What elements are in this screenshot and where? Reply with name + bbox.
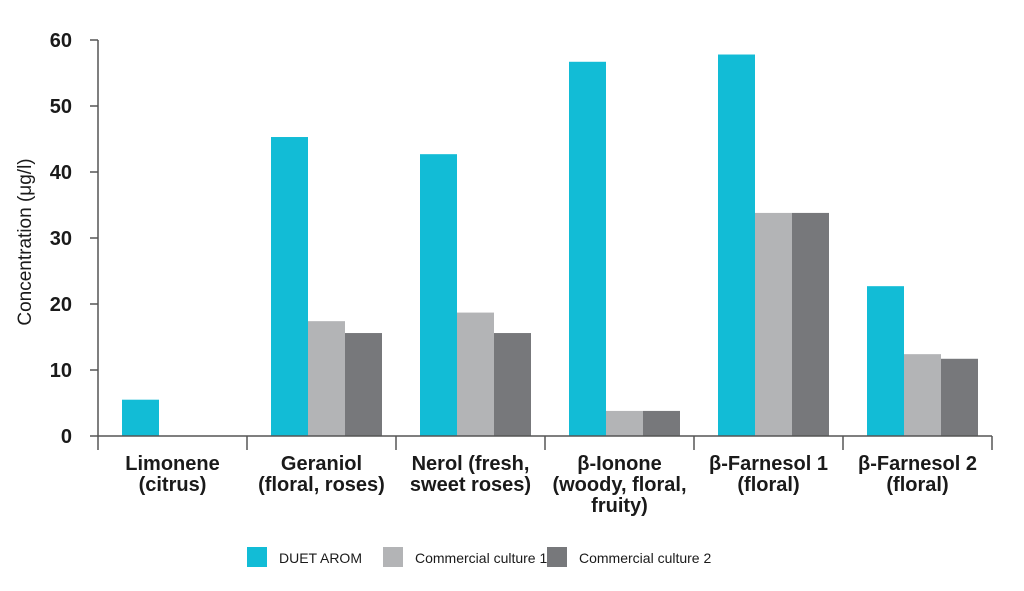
bar-duet-arom: [718, 54, 755, 437]
bar-commercial-culture-1: [904, 354, 941, 436]
bar-commercial-culture-2: [792, 212, 829, 436]
legend-label: DUET AROM: [279, 550, 362, 566]
x-category-label: Geraniol (floral, roses): [258, 453, 385, 496]
legend-label: Commercial culture 2: [579, 550, 711, 566]
y-tick-label: 60: [50, 30, 72, 52]
bar-commercial-culture-1: [606, 410, 643, 436]
bar-commercial-culture-2: [345, 333, 382, 436]
legend-label: Commercial culture 1: [415, 550, 547, 566]
x-category-label: Limonene (citrus): [125, 453, 219, 496]
bar-duet-arom: [867, 286, 904, 436]
bar-duet-arom: [122, 399, 159, 436]
x-category-label: β-Farnesol 1 (floral): [709, 453, 828, 496]
bar-commercial-culture-1: [755, 212, 792, 436]
legend-swatch: [383, 547, 403, 567]
bar-commercial-culture-2: [643, 410, 680, 436]
y-tick-label: 40: [50, 162, 72, 184]
bar-commercial-culture-2: [494, 333, 531, 436]
y-tick-label: 50: [50, 96, 72, 118]
bar-duet-arom: [420, 154, 457, 436]
bar-commercial-culture-2: [941, 358, 978, 436]
bar-commercial-culture-1: [308, 321, 345, 436]
bar-duet-arom: [271, 137, 308, 436]
y-tick-label: 20: [50, 294, 72, 316]
bar-commercial-culture-1: [457, 312, 494, 436]
legend-swatch: [547, 547, 567, 567]
y-tick-label: 30: [50, 228, 72, 250]
legend-swatch: [247, 547, 267, 567]
x-category-label: Nerol (fresh, sweet roses): [410, 453, 531, 496]
x-category-label: β-Ionone (woody, floral, fruity): [552, 453, 686, 517]
y-tick-label: 10: [50, 360, 72, 382]
y-tick-label: 0: [61, 426, 72, 448]
x-category-label: β-Farnesol 2 (floral): [858, 453, 977, 496]
bar-duet-arom: [569, 61, 606, 436]
y-axis-label: Concentration (μg/l): [15, 158, 36, 325]
